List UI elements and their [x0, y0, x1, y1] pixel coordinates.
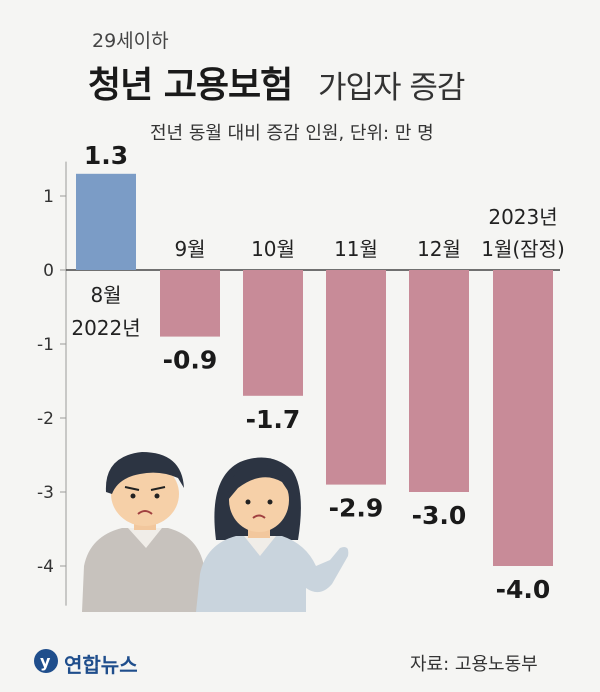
- man-collar: [128, 528, 162, 548]
- value-label: -2.9: [329, 494, 384, 523]
- category-label: 11월: [334, 237, 378, 261]
- value-label: 1.3: [84, 141, 128, 170]
- category-label: 9월: [174, 237, 205, 261]
- bar: [493, 270, 553, 566]
- woman-mouth: [252, 514, 266, 519]
- woman-eye-left: [245, 499, 251, 505]
- man-brow-left: [124, 486, 140, 491]
- logo-text: 연합뉴스: [64, 653, 138, 677]
- value-label: -0.9: [163, 346, 218, 375]
- title-light: 가입자 증감: [318, 70, 465, 106]
- woman-body: [196, 536, 349, 612]
- y-axis: 1 0 -1 -2 -3 -4: [37, 161, 560, 606]
- y-tick-label: -1: [37, 335, 54, 355]
- woman-collar: [244, 536, 276, 556]
- man-brow-right: [150, 486, 166, 491]
- logo-circle: [34, 649, 58, 673]
- y-tick-label: -3: [37, 483, 54, 503]
- man-face: [111, 462, 179, 526]
- bars: 1.3 8월 2022년 -0.9 9월 -1.7 10월 -2.9 11월 -3.0 12월 -4.…: [71, 141, 564, 604]
- woman-face: [229, 468, 289, 532]
- category-label: 2022년: [71, 316, 140, 340]
- value-label: -3.0: [412, 501, 467, 530]
- logo-mark-y: y: [40, 652, 51, 671]
- man-body: [82, 528, 206, 612]
- man-eye-left: [130, 493, 136, 499]
- y-tick-label: 1: [43, 187, 54, 207]
- value-label: -4.0: [496, 575, 551, 604]
- source-note: 자료: 고용노동부: [410, 654, 538, 675]
- category-label: 1월(잠정): [481, 237, 565, 261]
- y-tick-label: -4: [37, 557, 54, 577]
- bar: [76, 173, 136, 270]
- value-label: -1.7: [246, 405, 301, 434]
- man-mouth: [137, 510, 153, 515]
- subtitle: 전년 동월 대비 증감 인원, 단위: 만 명: [150, 123, 434, 144]
- category-label: 2023년: [488, 205, 557, 229]
- woman-eye-right: [267, 499, 273, 505]
- y-tick-label: 0: [43, 261, 54, 281]
- man-hair: [105, 452, 184, 494]
- category-label: 10월: [251, 237, 295, 261]
- man-eye-right: [154, 493, 160, 499]
- bar: [160, 270, 220, 337]
- woman-figure: [196, 457, 349, 612]
- woman-hair-front: [228, 464, 290, 500]
- bar: [409, 270, 469, 492]
- bar: [326, 270, 386, 485]
- illustration-people: [82, 452, 349, 612]
- y-tick-label: -2: [37, 409, 54, 429]
- category-label: 12월: [417, 237, 461, 261]
- bar: [243, 270, 303, 396]
- news-logo: y: [34, 649, 58, 673]
- category-label: 8월: [90, 283, 121, 307]
- pre-title: 29세이하: [92, 30, 169, 52]
- title-bold: 청년 고용보험: [88, 65, 293, 106]
- man-figure: [82, 452, 206, 612]
